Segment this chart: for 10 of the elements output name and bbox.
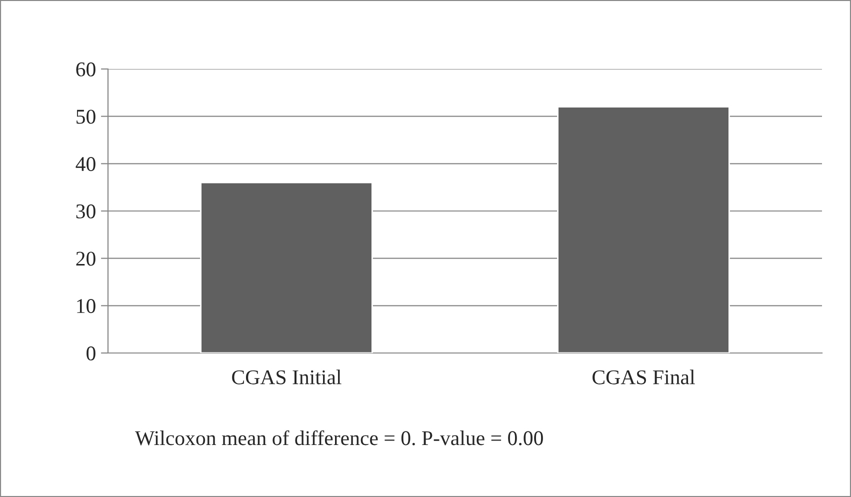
- y-tick-label: 60: [76, 62, 96, 76]
- y-tick-label: 40: [76, 157, 96, 172]
- y-tick-label: 20: [76, 252, 96, 266]
- y-tick-label: 50: [76, 110, 96, 124]
- x-tick-label: CGAS Final: [592, 370, 695, 384]
- y-tick-label: 30: [76, 204, 96, 218]
- x-tick-label: CGAS Initial: [232, 370, 342, 384]
- text: Wilcoxon mean of difference = 0. P-value = 0.00: [135, 430, 543, 446]
- y-tick-label: 10: [77, 299, 96, 314]
- y-tick-label: 0: [86, 346, 96, 360]
